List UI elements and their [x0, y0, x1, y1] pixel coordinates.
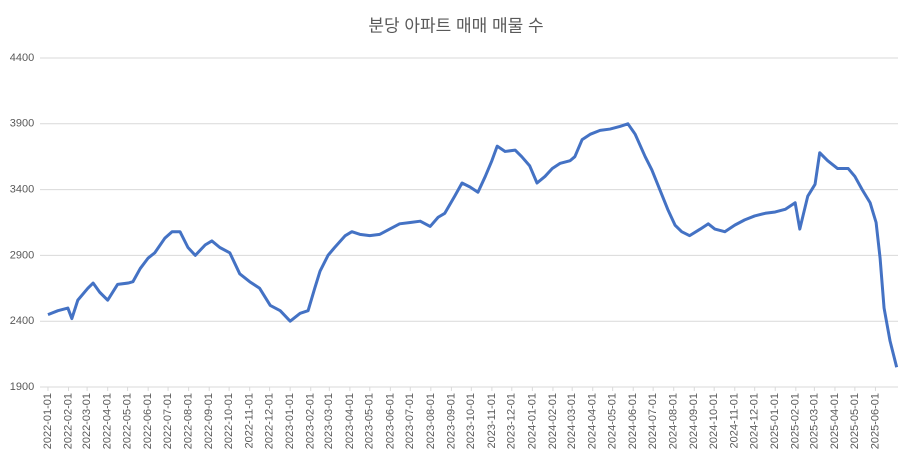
x-tick-label: 2023-08-01 [425, 393, 437, 449]
x-tick-label: 2024-01-01 [526, 393, 538, 449]
x-tick-label: 2024-03-01 [566, 393, 578, 449]
x-tick-label: 2022-06-01 [142, 393, 154, 449]
line-series [47, 122, 899, 368]
y-tick-label: 1900 [10, 381, 34, 393]
x-tick-label: 2024-07-01 [647, 393, 659, 449]
x-tick-label: 2024-02-01 [547, 393, 559, 449]
x-tick-label: 2023-10-01 [465, 393, 477, 449]
x-tick-label: 2023-09-01 [445, 393, 457, 449]
y-tick-label: 4400 [10, 52, 34, 64]
x-tick-label: 2025-02-01 [790, 393, 802, 449]
x-tick-label: 2023-03-01 [323, 393, 335, 449]
x-tick-label: 2025-06-01 [869, 393, 881, 449]
x-tick-label: 2024-06-01 [627, 393, 639, 449]
x-tick-label: 2022-12-01 [264, 393, 276, 449]
x-tick-label: 2024-04-01 [587, 393, 599, 449]
x-tick-label: 2022-01-01 [42, 393, 54, 449]
x-tick-label: 2023-06-01 [384, 393, 396, 449]
chart-title: 분당 아파트 매매 매물 수 [368, 16, 543, 35]
x-tick-label: 2025-01-01 [769, 393, 781, 449]
y-tick-label: 2900 [10, 249, 34, 261]
x-tick-label: 2025-04-01 [829, 393, 841, 449]
x-tick-label: 2023-05-01 [364, 393, 376, 449]
y-tick-label: 2400 [10, 315, 34, 327]
x-tick-label: 2023-11-01 [486, 393, 498, 448]
x-tick-label: 2023-04-01 [344, 393, 356, 449]
x-tick-label: 2024-11-01 [729, 393, 741, 448]
x-tick-label: 2022-10-01 [223, 393, 235, 449]
x-tick-label: 2024-12-01 [749, 393, 761, 449]
x-tick-label: 2022-04-01 [102, 393, 114, 449]
y-tick-label: 3900 [10, 118, 34, 130]
x-tick-label: 2023-07-01 [404, 393, 416, 449]
y-tick-label: 3400 [10, 184, 34, 196]
x-tick-label: 2023-01-01 [284, 393, 296, 449]
x-tick-label: 2022-09-01 [203, 393, 215, 449]
x-tick-label: 2022-03-01 [81, 393, 93, 449]
x-tick-label: 2022-08-01 [183, 393, 195, 449]
x-tick-label: 2023-12-01 [506, 393, 518, 449]
x-tick-label: 2024-08-01 [668, 393, 680, 449]
x-tick-label: 2022-02-01 [62, 393, 74, 449]
x-tick-label: 2023-02-01 [305, 393, 317, 449]
x-tick-label: 2022-05-01 [121, 393, 133, 449]
x-tick-label: 2024-09-01 [688, 393, 700, 449]
x-tick-label: 2025-03-01 [808, 393, 820, 449]
x-tick-label: 2024-05-01 [607, 393, 619, 449]
x-tick-label: 2024-10-01 [708, 393, 720, 449]
x-tick-label: 2022-11-01 [244, 393, 256, 448]
x-tick-label: 2022-07-01 [162, 393, 174, 449]
x-tick-label: 2025-05-01 [849, 393, 861, 449]
